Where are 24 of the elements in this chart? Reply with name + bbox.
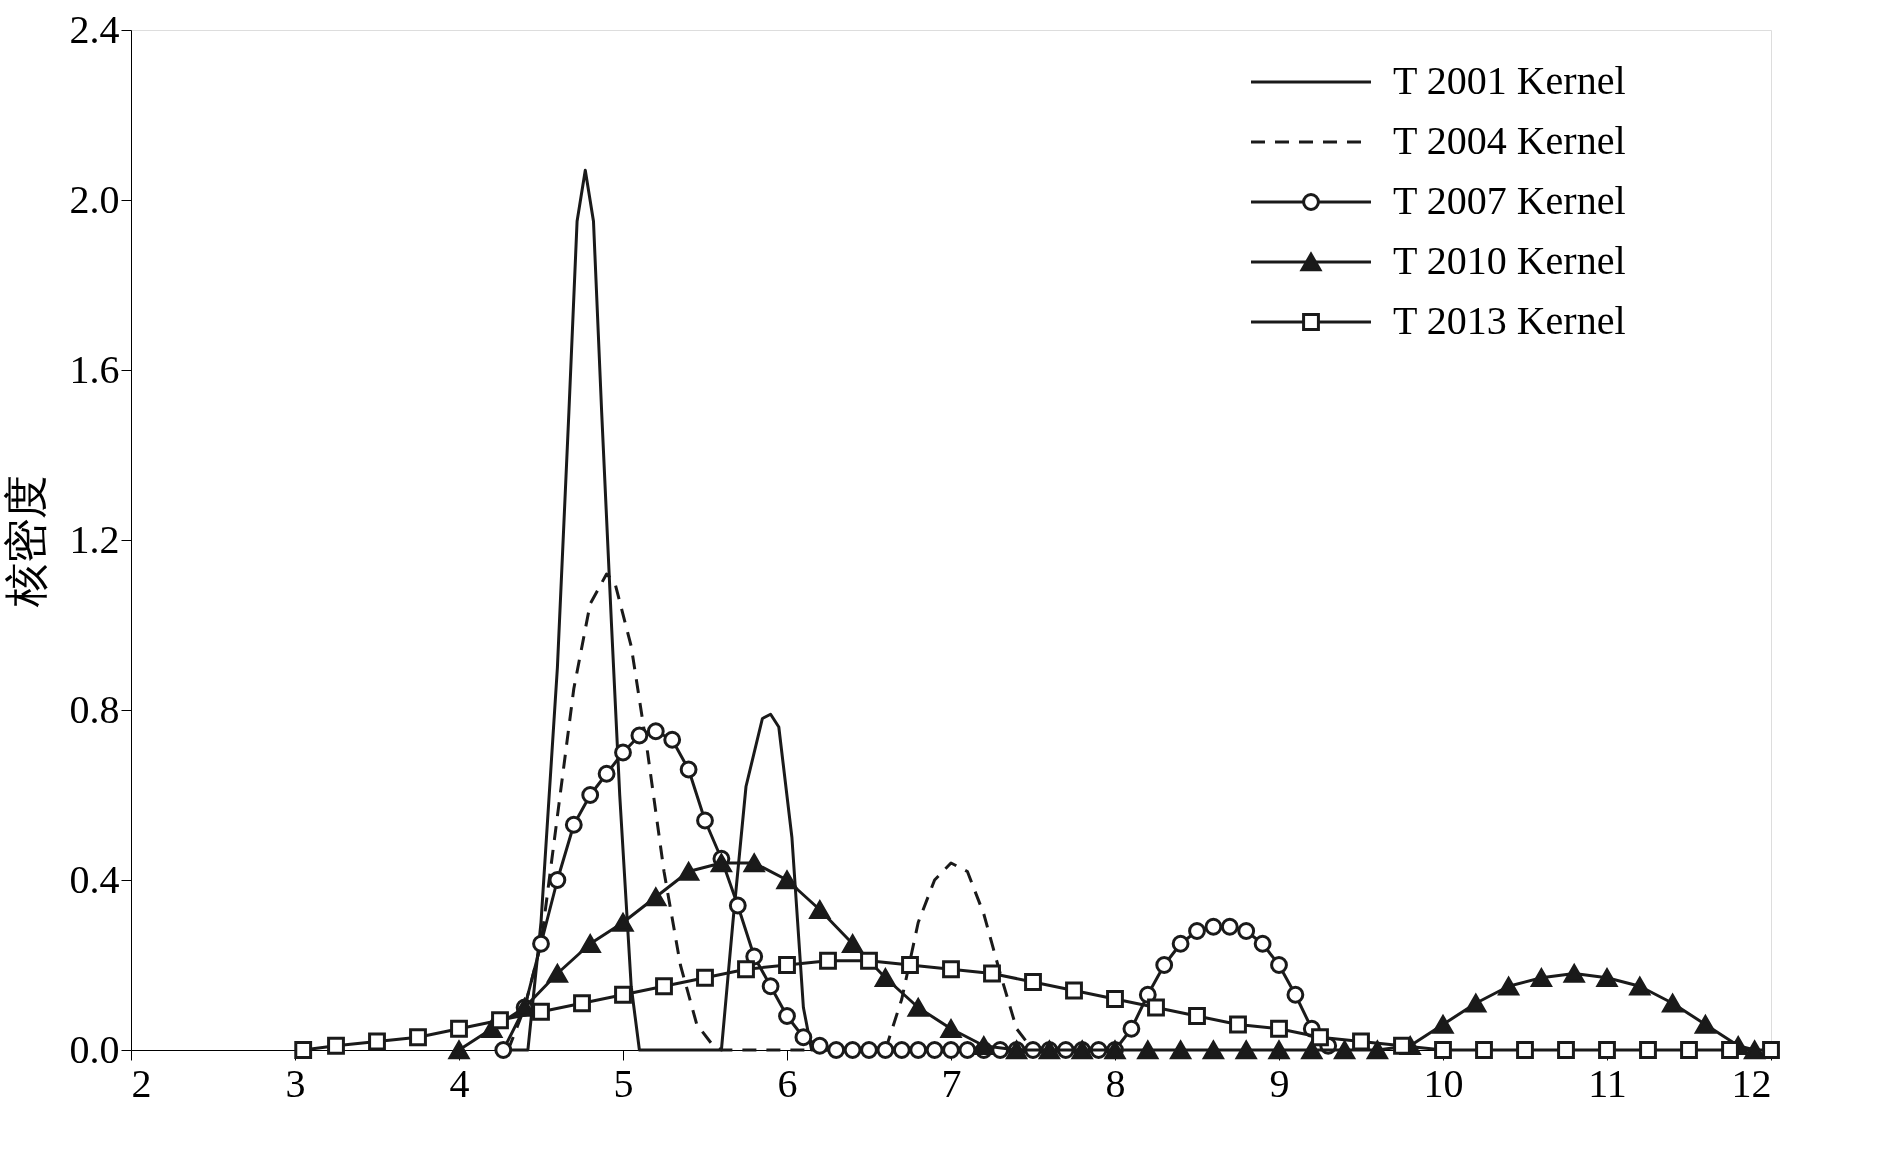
- x-tick-label: 6: [777, 1060, 798, 1106]
- x-tick-label: 5: [613, 1060, 634, 1106]
- x-tick-label: 11: [1588, 1060, 1627, 1106]
- y-tick-label: 1.2: [69, 516, 120, 562]
- y-tick-label: 0.8: [69, 686, 120, 732]
- y-tick-label: 2.4: [69, 6, 120, 52]
- x-tick-label: 4: [449, 1060, 470, 1106]
- y-tick-label: 0.0: [69, 1026, 120, 1072]
- legend-label: T 2004 Kernel: [1393, 118, 1626, 163]
- y-tick-label: 0.4: [69, 856, 120, 902]
- x-tick-label: 2: [131, 1060, 152, 1106]
- x-tick-label: 10: [1423, 1060, 1464, 1106]
- y-tick-label: 2.0: [69, 176, 120, 222]
- legend-label: T 2010 Kernel: [1393, 238, 1626, 283]
- legend-label: T 2013 Kernel: [1393, 298, 1626, 343]
- x-tick-label: 8: [1105, 1060, 1126, 1106]
- y-tick-label: 1.6: [69, 346, 120, 392]
- x-tick-label: 3: [285, 1060, 306, 1106]
- x-tick-label: 12: [1731, 1060, 1772, 1106]
- x-tick-label: 9: [1269, 1060, 1290, 1106]
- legend-label: T 2007 Kernel: [1393, 178, 1626, 223]
- y-axis-title: 核密度: [1, 474, 51, 608]
- legend-label: T 2001 Kernel: [1393, 58, 1626, 103]
- x-tick-label: 7: [941, 1060, 962, 1106]
